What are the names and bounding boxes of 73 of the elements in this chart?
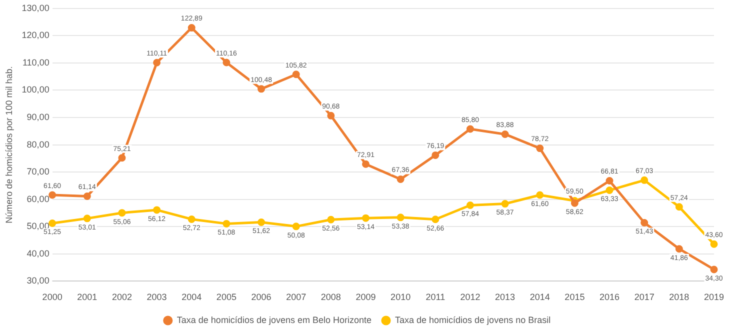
legend-label: Taxa de homicídios de jovens no Brasil [395, 314, 551, 325]
x-tick-label: 2006 [251, 292, 272, 302]
point [710, 240, 718, 248]
point [606, 186, 614, 194]
point [48, 191, 56, 199]
point [222, 58, 230, 66]
point [327, 112, 335, 120]
point [118, 209, 126, 217]
y-tick-label: 50,00 [26, 221, 50, 232]
point [118, 154, 126, 162]
point [292, 222, 300, 230]
x-tick-label: 2000 [42, 292, 62, 302]
point [536, 144, 544, 152]
x-tick-label: 2017 [634, 292, 654, 302]
y-axis-title: Número de homicídios por 100 mil hab. [4, 66, 14, 224]
y-tick-label: 90,00 [26, 112, 50, 122]
point [153, 206, 161, 214]
point [153, 58, 161, 66]
y-tick-label: 40,00 [26, 248, 50, 258]
legend-label: Taxa de homicídios de jovens em Belo Horizonte [176, 314, 372, 325]
point [327, 216, 335, 224]
x-tick-label: 2010 [390, 292, 411, 302]
point [362, 160, 370, 168]
point [432, 151, 440, 159]
x-tick-label: 2005 [216, 292, 236, 302]
point [710, 266, 718, 274]
y-tick-label: 80,00 [26, 139, 50, 150]
x-tick-label: 2012 [460, 292, 480, 302]
point [466, 202, 474, 210]
x-tick-label: 2014 [530, 292, 550, 302]
point [396, 214, 404, 222]
y-tick-label: 70,00 [26, 166, 50, 177]
y-tick-label: 110,00 [22, 57, 50, 68]
point [292, 70, 300, 78]
x-tick-label: 2011 [426, 292, 446, 302]
point [640, 176, 648, 184]
point [188, 24, 196, 32]
point [675, 245, 683, 253]
x-tick-label: 2013 [495, 292, 516, 302]
point [222, 220, 230, 228]
x-tick-label: 2016 [600, 292, 620, 302]
x-tick-label: 2007 [286, 292, 306, 302]
point [501, 130, 509, 138]
point [536, 191, 544, 199]
x-tick-label: 2001 [77, 292, 98, 302]
point [83, 214, 91, 222]
point [606, 177, 614, 185]
y-tick-label: 120,00 [22, 30, 50, 40]
x-tick-label: 2019 [704, 292, 724, 302]
y-tick-label: 130,00 [22, 2, 50, 13]
point [640, 218, 648, 226]
point [570, 199, 578, 207]
point [258, 85, 266, 93]
point [675, 203, 683, 211]
y-tick-label: 30,00 [26, 276, 50, 286]
point [83, 192, 91, 200]
point [48, 219, 56, 227]
point [396, 176, 404, 184]
point [258, 218, 266, 226]
y-tick-label: 60,00 [26, 194, 50, 204]
point [501, 200, 509, 208]
point [432, 216, 440, 224]
x-tick-label: 2008 [320, 292, 341, 302]
point [188, 215, 196, 223]
x-tick-label: 2009 [356, 292, 376, 302]
x-tick-label: 2002 [112, 292, 132, 302]
x-tick-label: 2003 [146, 292, 167, 302]
x-tick-label: 2004 [182, 292, 202, 302]
point [362, 214, 370, 222]
x-tick-label: 2015 [564, 292, 585, 302]
y-tick-label: 100,00 [22, 84, 50, 95]
point [466, 125, 474, 133]
x-tick-label: 2018 [669, 292, 690, 302]
